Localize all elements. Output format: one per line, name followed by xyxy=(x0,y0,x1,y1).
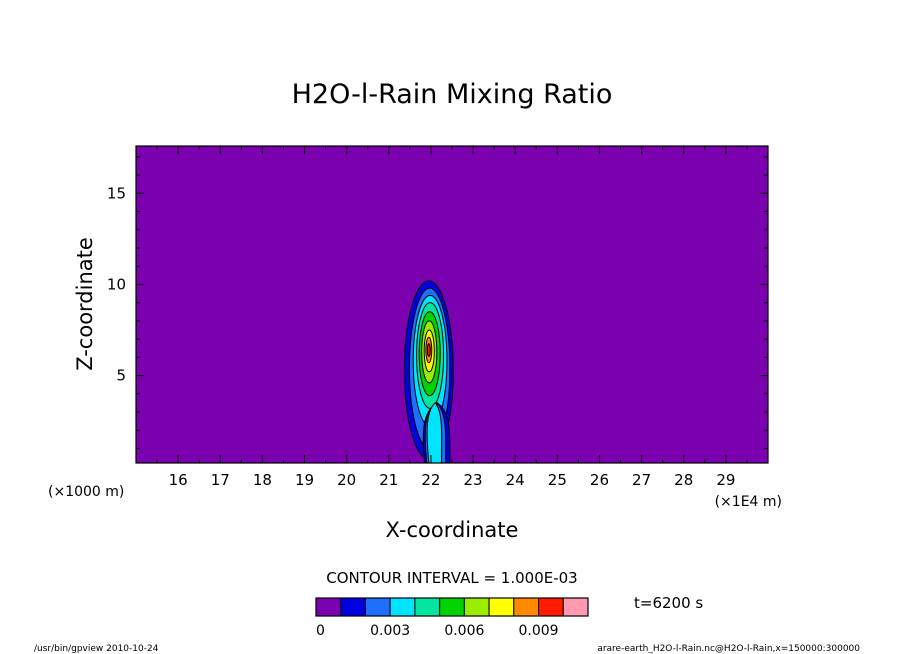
colorbar-tick-label: 0.003 xyxy=(370,623,410,639)
x-tick-label: 23 xyxy=(464,471,483,489)
colorbar-swatch xyxy=(538,597,564,617)
colorbar-swatch xyxy=(439,597,465,617)
x-tick-label: 26 xyxy=(590,471,609,489)
colorbar-swatch xyxy=(513,597,540,617)
time-label: t=6200 s xyxy=(634,594,703,612)
x-tick-label: 25 xyxy=(548,471,567,489)
colorbar-swatch xyxy=(414,597,441,617)
x-tick-label: 19 xyxy=(295,471,314,489)
footer-left: /usr/bin/gpview 2010-10-24 xyxy=(34,644,159,654)
x-unit-right: (×1E4 m) xyxy=(715,494,782,510)
plot-area: 16 17 18 19 20 21 22 23 24 25 26 27 28 29 5 10 15 xyxy=(107,145,769,489)
x-axis-ticks: 16 17 18 19 20 21 22 23 24 25 26 27 28 29 xyxy=(156,146,748,489)
colorbar-swatch xyxy=(463,597,490,617)
rain-shaft-level-3 xyxy=(426,402,443,463)
contour-interval-label: CONTOUR INTERVAL = 1.000E-03 xyxy=(326,569,577,587)
colorbar-swatch xyxy=(488,597,515,617)
contour-level-0.009 xyxy=(426,343,431,357)
x-tick-label: 18 xyxy=(253,471,272,489)
colorbar-swatch xyxy=(315,597,342,617)
plot-background xyxy=(136,146,768,463)
x-tick-label: 21 xyxy=(379,471,398,489)
colorbar-tick-label: 0.006 xyxy=(444,623,484,639)
colorbar-tick-label: 0.009 xyxy=(518,623,558,639)
colorbar-swatch xyxy=(340,597,366,617)
colorbar-swatch xyxy=(364,597,391,617)
x-tick-label: 29 xyxy=(716,471,735,489)
x-tick-label: 16 xyxy=(169,471,188,489)
colorbar-frame xyxy=(315,597,589,617)
x-tick-label: 17 xyxy=(211,471,230,489)
footer-right: arare-earth_H2O-l-Rain.nc@H2O-l-Rain,x=1… xyxy=(597,644,860,654)
x-axis-label: X-coordinate xyxy=(386,518,519,542)
contour-field xyxy=(403,280,454,463)
colorbar-swatch xyxy=(562,597,589,617)
chart-title: H2O-l-Rain Mixing Ratio xyxy=(292,79,613,110)
colorbar-swatch xyxy=(389,597,416,617)
x-tick-label: 24 xyxy=(506,471,525,489)
x-tick-label: 22 xyxy=(421,471,440,489)
colorbar-tick-label: 0 xyxy=(316,623,325,639)
y-tick-label: 5 xyxy=(116,367,126,385)
x-tick-label: 28 xyxy=(674,471,693,489)
y-axis-ticks: 5 10 15 xyxy=(107,156,768,449)
x-tick-label: 27 xyxy=(632,471,651,489)
y-tick-label: 15 xyxy=(107,184,126,202)
y-tick-label: 10 xyxy=(107,275,126,293)
x-tick-label: 20 xyxy=(337,471,356,489)
colorbar: 0 0.003 0.006 0.009 xyxy=(315,597,589,639)
y-axis-label: Z-coordinate xyxy=(73,237,97,371)
x-unit-left: (×1000 m) xyxy=(48,484,124,500)
